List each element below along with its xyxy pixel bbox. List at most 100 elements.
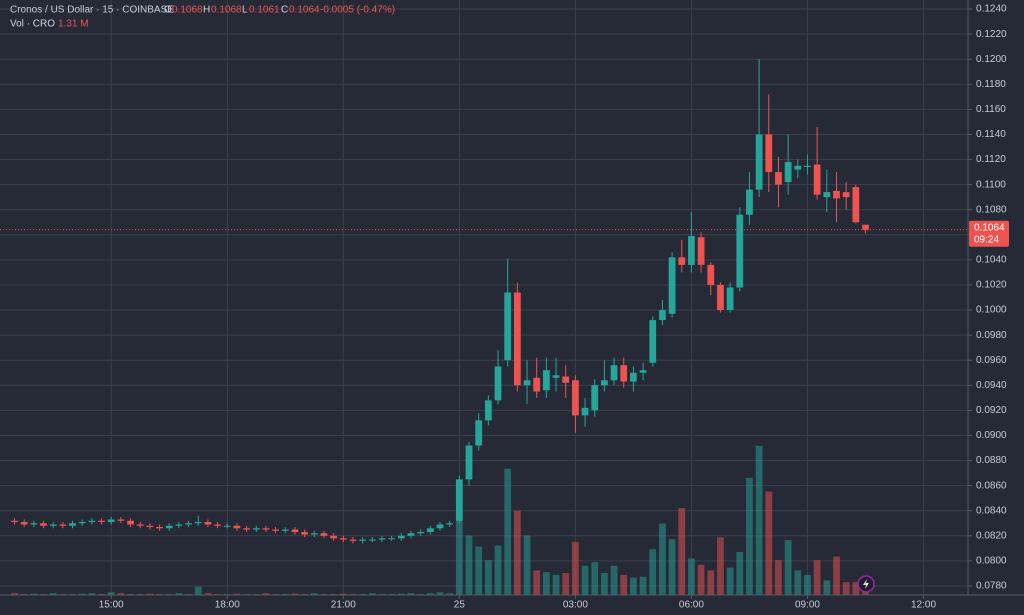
volume-bar <box>591 562 599 595</box>
candle-body <box>581 407 589 416</box>
candle-body <box>804 165 811 168</box>
y-tick-label: 0.1040 <box>976 255 1007 266</box>
candle-body <box>40 523 47 526</box>
candle-body <box>252 528 260 530</box>
candle-body <box>552 375 560 378</box>
x-tick-label: 25 <box>454 600 466 611</box>
volume-bar <box>639 576 647 595</box>
volume-bar <box>436 592 444 595</box>
candle-body <box>426 528 434 533</box>
axes: 0.0780 0.0800 0.0820 0.0840 0.0860 0.0880 0.09… <box>0 4 1009 611</box>
open-label: O <box>164 5 172 16</box>
close-label: C <box>281 5 288 16</box>
volume-bar <box>397 593 405 595</box>
volume-bar <box>117 593 125 595</box>
volume-bar <box>146 593 154 595</box>
candle-body <box>349 539 357 541</box>
candle-body <box>49 524 57 526</box>
volume-bar <box>339 593 347 595</box>
candle-body <box>59 524 67 526</box>
candle-body <box>281 529 289 531</box>
volume-bar <box>620 574 628 595</box>
candle-body <box>194 522 202 524</box>
candle-body <box>11 520 18 523</box>
candle-body <box>165 525 173 529</box>
legend-header: Cronos / US Dollar · 15 · COINBASE O 0.1… <box>10 5 395 30</box>
volume-bar <box>717 537 724 595</box>
candle-body <box>214 524 221 526</box>
candle-body <box>620 365 628 382</box>
x-tick-label: 15:00 <box>99 600 124 611</box>
y-tick-label: 0.1020 <box>976 280 1007 291</box>
candle-body <box>136 524 144 526</box>
volume-bar <box>659 523 666 595</box>
volume-bar <box>78 593 86 595</box>
volume-bar <box>542 572 550 595</box>
volume-bar <box>533 570 541 595</box>
candle-body <box>562 376 570 383</box>
candle-body <box>407 533 415 536</box>
candle-body <box>204 522 212 525</box>
candle-body <box>833 190 840 199</box>
volume-bar <box>368 593 376 595</box>
y-tick-label: 0.0900 <box>976 430 1007 441</box>
candle-body <box>69 523 76 526</box>
candle-body <box>320 533 328 536</box>
y-tick-label: 0.1120 <box>976 154 1006 165</box>
candle-body <box>243 528 250 530</box>
x-tick-label: 18:00 <box>215 600 240 611</box>
volume-bar <box>804 574 811 595</box>
volume-bar <box>601 573 608 595</box>
volume-bar <box>475 546 483 595</box>
y-tick-label: 0.0780 <box>976 581 1007 592</box>
volume-bar <box>775 560 782 595</box>
volume-bar <box>736 551 744 595</box>
volume-value: 1.31 M <box>58 19 89 30</box>
x-tick-label: 06:00 <box>679 600 704 611</box>
y-tick-label: 0.0960 <box>976 355 1007 366</box>
candle-layer <box>11 59 869 544</box>
candle-body <box>156 527 163 529</box>
volume-bar <box>455 519 463 595</box>
candle-body <box>688 236 695 265</box>
x-tick-label: 03:00 <box>563 600 588 611</box>
volume-bar <box>562 573 570 595</box>
volume-bar <box>697 564 705 595</box>
lightning-icon[interactable] <box>857 575 875 593</box>
volume-bar <box>523 535 531 595</box>
symbol: Cronos / US Dollar · 15 · COINBASE <box>10 5 174 16</box>
candle-body <box>775 172 782 185</box>
volume-bar <box>175 593 183 595</box>
volume-bar <box>107 592 115 595</box>
candle-body <box>30 523 38 525</box>
candle-body <box>262 528 270 530</box>
y-tick-label: 0.0800 <box>976 556 1007 567</box>
volume-bar <box>784 540 792 595</box>
candle-body <box>601 380 608 386</box>
candle-body <box>823 192 831 198</box>
volume-bar <box>504 468 512 595</box>
candle-body <box>717 284 724 311</box>
volume-bar <box>88 593 96 595</box>
candle-body <box>436 524 444 529</box>
candle-body <box>223 525 231 527</box>
volume-bar <box>813 560 821 595</box>
candle-body <box>755 134 763 190</box>
candle-body <box>291 529 299 533</box>
volume-bar <box>746 477 753 595</box>
volume-bar <box>610 565 618 595</box>
volume-bar <box>233 593 241 595</box>
open-value: 0.1068 <box>172 5 203 16</box>
candle-body <box>233 525 241 529</box>
candle-body <box>542 370 550 391</box>
volume-bar <box>726 567 734 595</box>
x-tick-label: 21:00 <box>331 600 356 611</box>
volume-bar <box>262 593 270 595</box>
y-tick-label: 0.1200 <box>976 54 1007 65</box>
volume-bar <box>310 593 318 595</box>
volume-label: Vol · CRO <box>10 19 55 30</box>
candle-body <box>98 520 105 523</box>
y-tick-label: 0.1000 <box>976 305 1007 316</box>
volume-bar <box>49 593 57 595</box>
